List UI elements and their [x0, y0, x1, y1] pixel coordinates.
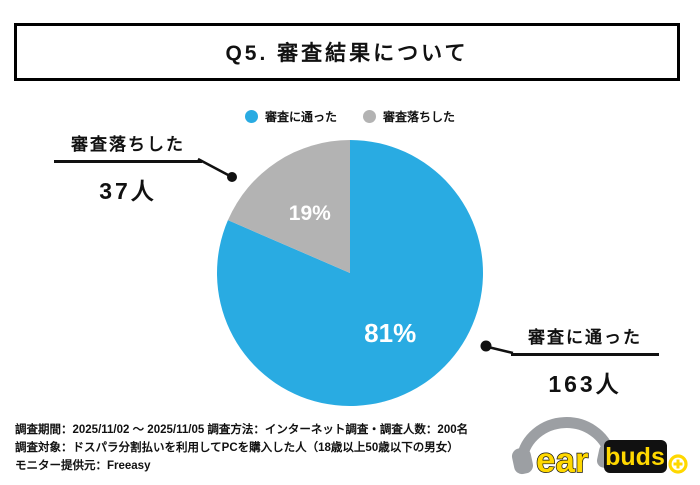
headphones-left-cup-icon [511, 447, 533, 475]
callout-passed: 審査に通った 163人 [511, 323, 659, 399]
survey-notes: 調査期間：2025/11/02 ～ 2025/11/05 調査方法：インターネッ… [15, 421, 468, 475]
legend-item-failed: 審査落ちした [363, 108, 455, 125]
pie-slice-percent-1: 19% [289, 202, 331, 225]
page-title: Q5. 審査結果について [225, 42, 469, 65]
logo-plus-circle-icon [668, 454, 688, 474]
logo-text-ear: ear [536, 441, 589, 480]
callout-failed: 審査落ちした 37人 [54, 130, 202, 206]
pie-chart: 81% 19% [217, 140, 484, 406]
pie-slice-0 [217, 140, 484, 406]
callout-failed-label: 審査落ちした [54, 130, 202, 163]
survey-note-line2: 調査対象：ドスパラ分割払いを利用してPCを購入した人（18歳以上50歳以下の男女… [15, 442, 459, 454]
pie-slice-1 [227, 140, 350, 273]
logo-buds-box [604, 440, 667, 473]
leader-line-right [487, 345, 514, 355]
chart-legend: 審査に通った 審査落ちした [0, 108, 700, 125]
legend-label-passed: 審査に通った [264, 110, 337, 124]
legend-dot-passed-icon [244, 110, 258, 123]
legend-item-passed: 審査に通った [244, 108, 337, 125]
pie-slice-percent-0: 81% [364, 318, 416, 348]
legend-label-failed: 審査落ちした [383, 110, 456, 124]
legend-dot-failed-icon [363, 110, 376, 123]
survey-note-line3: モニター提供元：Freeasy [15, 460, 151, 472]
callout-passed-value: 163人 [548, 371, 622, 397]
earbuds-logo: ear buds [511, 417, 688, 480]
logo-text-buds: buds [605, 443, 665, 471]
headphones-band-icon [516, 417, 616, 460]
callout-failed-value: 37人 [99, 178, 157, 204]
title-box: Q5. 審査結果について [14, 23, 680, 81]
survey-note-line1: 調査期間：2025/11/02 ～ 2025/11/05 調査方法：インターネッ… [15, 424, 469, 436]
callout-passed-label: 審査に通った [511, 323, 659, 356]
